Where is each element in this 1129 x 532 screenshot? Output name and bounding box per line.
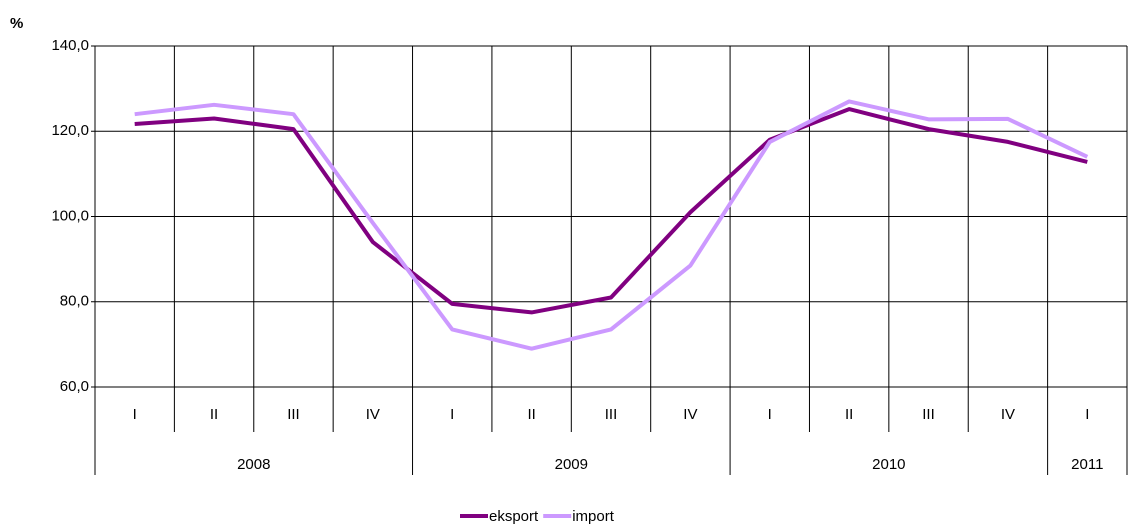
series-line bbox=[134, 99, 1089, 351]
legend-label: import bbox=[572, 508, 615, 525]
y-tick-label: 100,0 bbox=[51, 207, 89, 224]
x-tick-label: I bbox=[768, 406, 772, 423]
x-tick-label: I bbox=[450, 406, 454, 423]
x-tick-label: IV bbox=[683, 406, 697, 423]
series-line bbox=[134, 107, 1088, 315]
y-tick-label: 120,0 bbox=[51, 122, 89, 139]
year-label: 2008 bbox=[237, 456, 270, 473]
legend-label: eksport bbox=[489, 508, 539, 525]
x-tick-label: II bbox=[210, 406, 218, 423]
year-label: 2010 bbox=[872, 456, 905, 473]
x-tick-label: III bbox=[605, 406, 618, 423]
x-tick-label: II bbox=[845, 406, 853, 423]
x-tick-label: IV bbox=[366, 406, 380, 423]
y-tick-label: 140,0 bbox=[51, 37, 89, 54]
y-tick-label: 80,0 bbox=[60, 293, 89, 310]
x-tick-label: I bbox=[133, 406, 137, 423]
x-tick-label: I bbox=[1085, 406, 1089, 423]
year-label: 2009 bbox=[555, 456, 588, 473]
y-tick-label: 60,0 bbox=[60, 378, 89, 395]
y-axis-label: % bbox=[10, 15, 23, 32]
x-tick-label: III bbox=[287, 406, 300, 423]
x-tick-label: II bbox=[527, 406, 535, 423]
x-tick-label: IV bbox=[1001, 406, 1015, 423]
x-tick-label: III bbox=[922, 406, 935, 423]
year-label: 2011 bbox=[1071, 456, 1103, 473]
